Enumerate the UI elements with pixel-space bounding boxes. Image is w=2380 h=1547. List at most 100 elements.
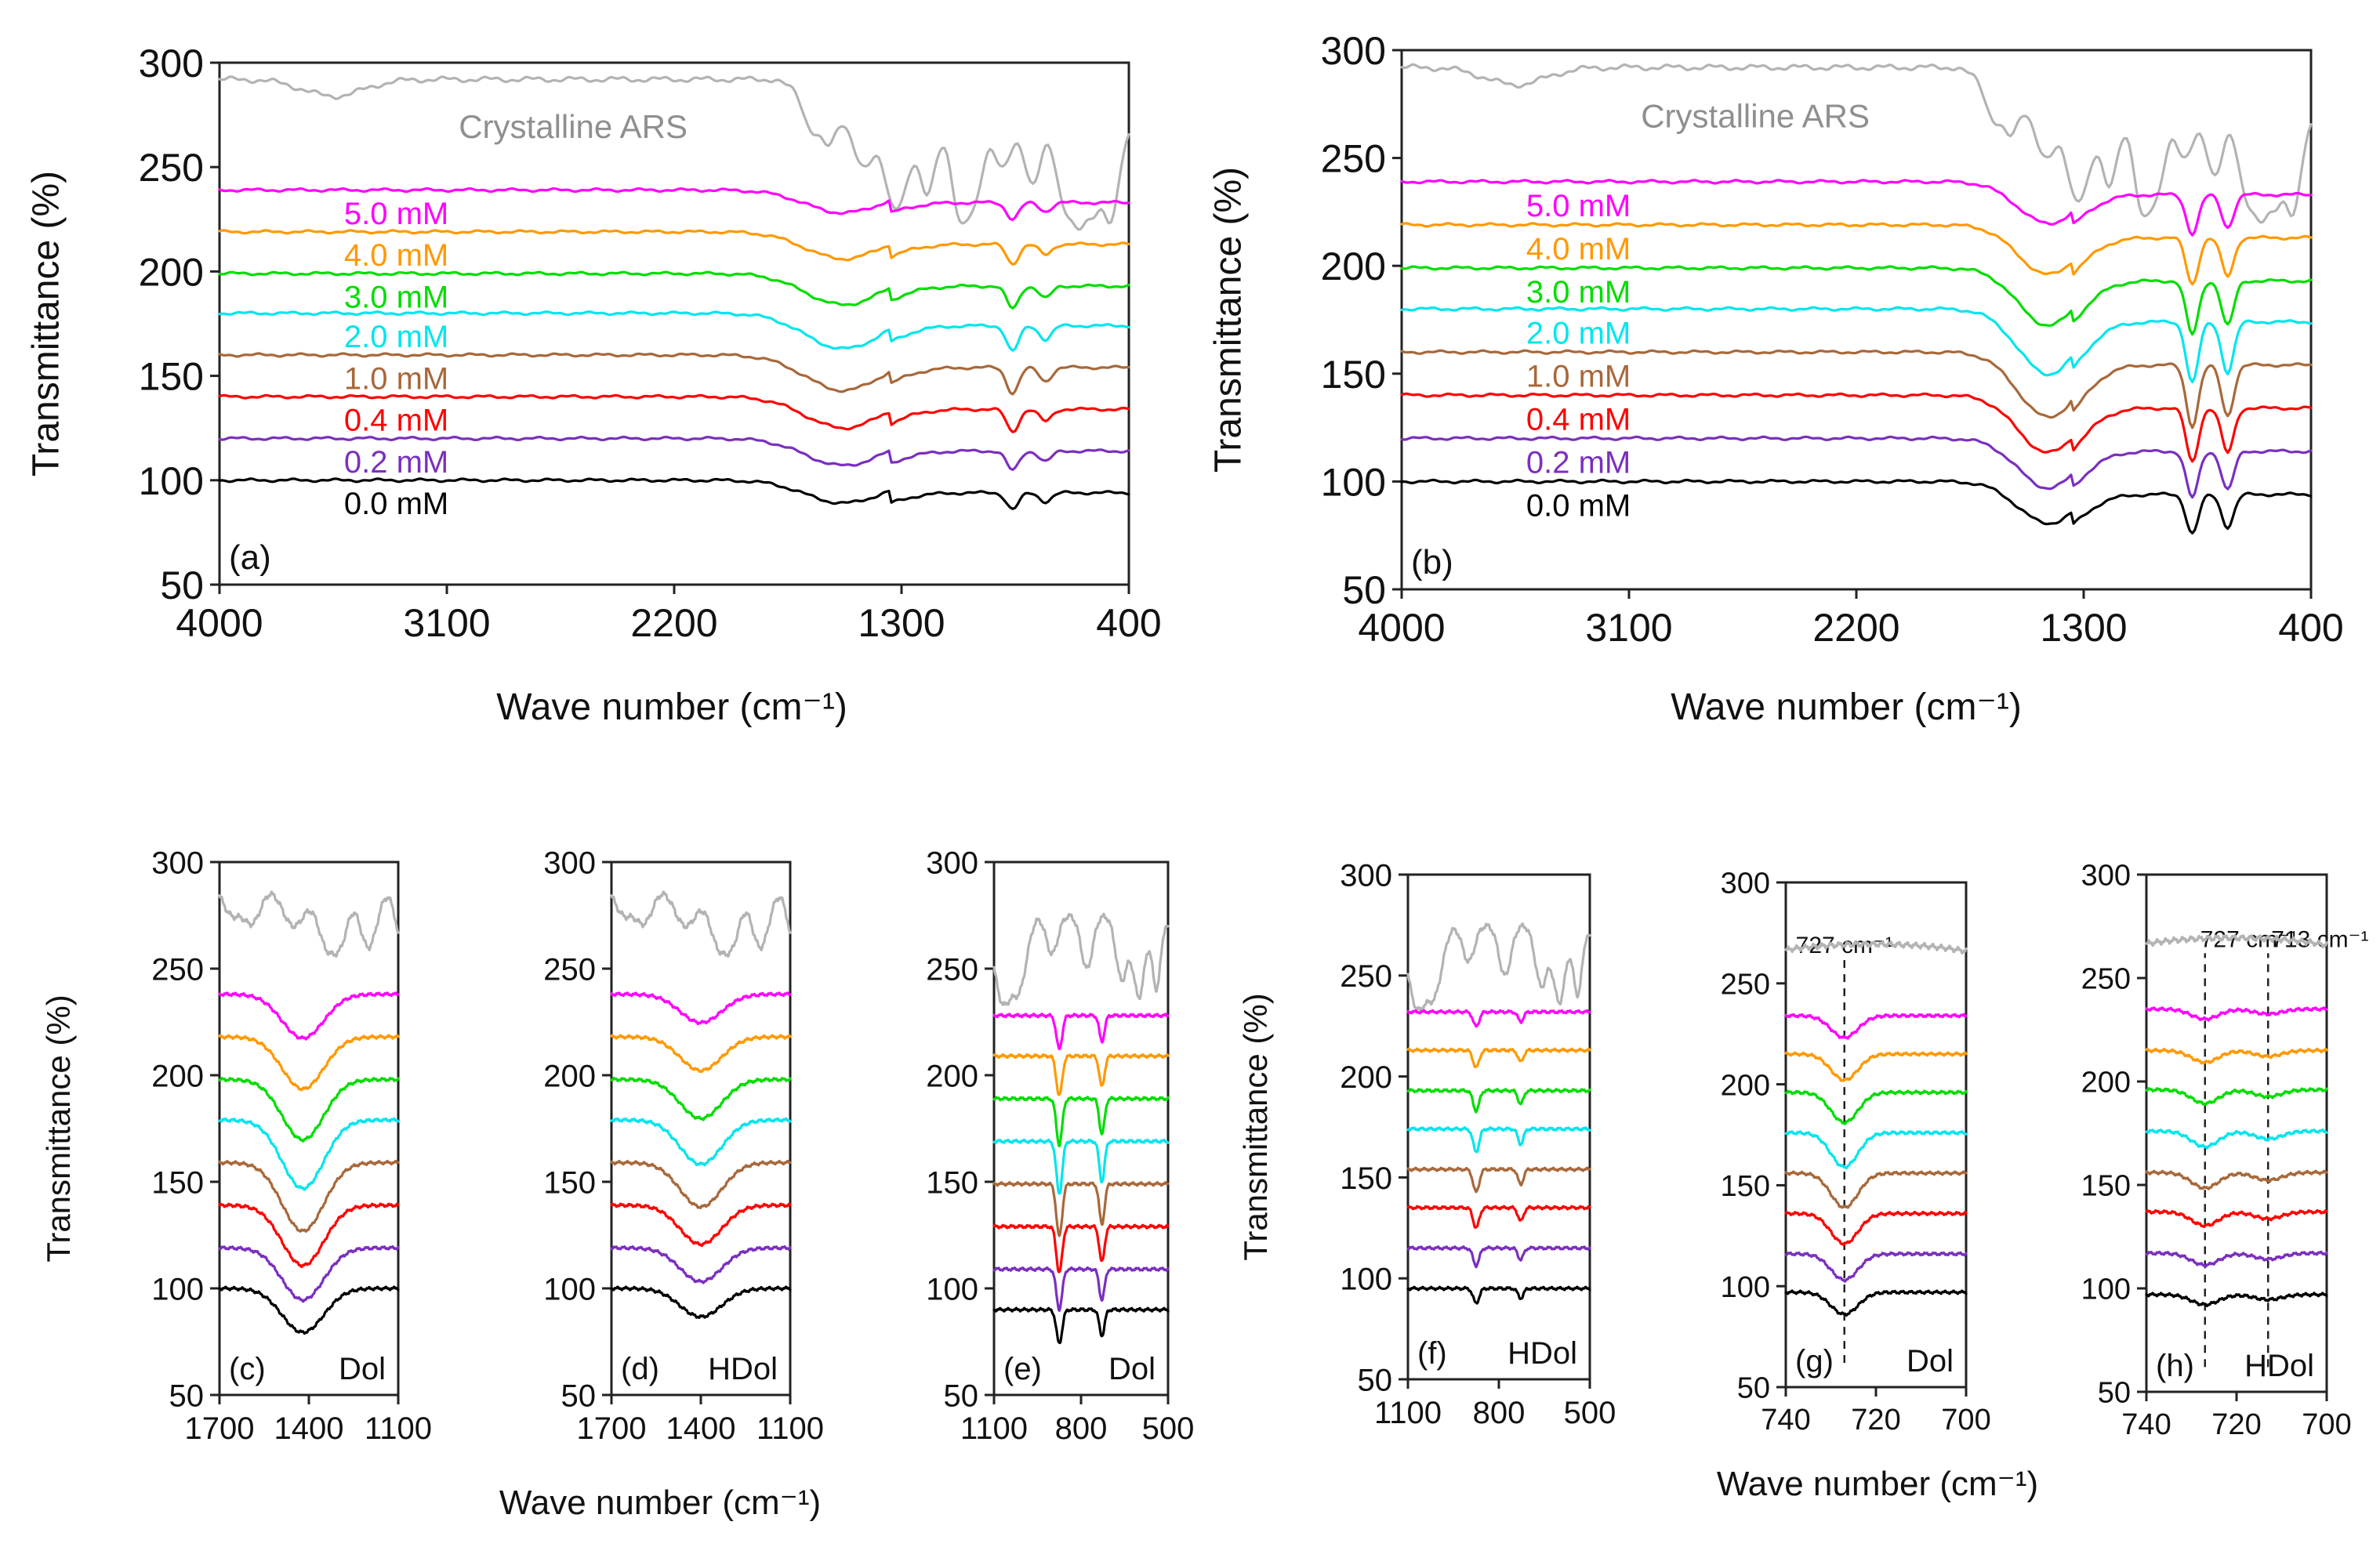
panel-letter: (a) [229,538,271,577]
series-line-10-mm [218,1159,400,1233]
series-line-20-mm [218,1117,400,1191]
x-tick-label: 720 [1851,1404,1900,1436]
legend-label-04-mm: 0.4 mM [1526,403,1631,437]
y-tick-label: 50 [944,1379,979,1413]
series-line-40-mm [1406,1047,1591,1069]
x-tick-label: 400 [2278,606,2343,650]
series-line-04-mm [2145,1208,2328,1228]
legend-label-40-mm: 4.0 mM [1526,232,1631,266]
panel-d: 50 100 150 200 250 300 1700 1400 1100 (d) HDol [543,846,824,1446]
panel-mineral-tag: Dol [1907,1344,1954,1379]
series-line-00-mm [610,1285,792,1319]
series-line-50-mm [1406,1009,1591,1028]
legend-crystalline-ars: Crystalline ARS [1641,98,1870,135]
x-tick-label: 1100 [1374,1396,1442,1430]
series-line-crystalline-ars [992,912,1170,1006]
series-line-crystalline-ars [1406,922,1591,1011]
y-tick-label: 200 [1321,245,1386,288]
series-line-20-mm [992,1138,1170,1195]
series-line-40-mm [1400,222,2313,286]
x-tick-label: 1300 [858,601,945,645]
panel-mineral-tag: HDol [2244,1349,2314,1383]
y-tick-label: 250 [1321,137,1386,181]
y-tick-label: 300 [926,846,978,880]
series-line-50-mm [1400,179,2313,237]
panel-f: 50 100 150 200 250 300 1100 800 500 Transmittance… [1237,858,1616,1430]
series-line-20-mm [218,310,1130,352]
series-line-02-mm [218,1245,400,1303]
y-tick-label: 250 [2081,963,2131,996]
panel-mineral-tag: Dol [1108,1352,1156,1386]
series-line-10-mm [218,352,1130,396]
y-tick-label: 250 [1340,959,1392,994]
y-tick-label: 150 [151,1165,204,1200]
panel-letter: (b) [1411,543,1453,581]
legend-label-40-mm: 4.0 mM [344,238,448,273]
y-tick-label: 50 [1737,1372,1770,1405]
y-axis-label: Transmittance (%) [1237,993,1274,1261]
y-tick-label: 100 [2081,1273,2131,1306]
panel-letter: (e) [1003,1352,1042,1386]
y-tick-label: 250 [139,146,204,190]
x-tick-label: 1100 [756,1411,824,1446]
x-tick-label: 700 [1941,1404,1990,1436]
y-tick-label: 200 [139,250,204,294]
series-line-00-mm [2145,1292,2328,1307]
legend-label-00-mm: 0.0 mM [344,487,448,521]
panel-c: 50 100 150 200 250 300 1700 1400 1100 Transmittan… [40,846,432,1446]
x-axis-label-bottom-right: Wave number (cm⁻¹) [1717,1465,2038,1503]
y-tick-label: 150 [139,355,204,399]
series-line-00-mm [992,1306,1170,1345]
series-line-02-mm [1406,1245,1591,1269]
x-tick-label: 2200 [1812,606,1899,650]
legend-label-20-mm: 2.0 mM [344,320,448,354]
series-line-10-mm [992,1181,1170,1237]
series-line-00-mm [218,1285,400,1335]
x-tick-label: 1300 [2040,606,2127,650]
legend-label-30-mm: 3.0 mM [344,280,448,314]
y-tick-label: 300 [139,42,204,85]
x-tick-label: 800 [1473,1396,1526,1430]
y-tick-label: 100 [139,459,204,503]
series-line-40-mm [1784,1051,1968,1082]
series-line-30-mm [218,270,1130,310]
series-line-04-mm [992,1223,1170,1273]
y-tick-label: 50 [2098,1377,2131,1410]
series-line-02-mm [2145,1250,2328,1268]
series-line-04-mm [1406,1205,1591,1229]
y-tick-label: 300 [1721,868,1770,900]
y-axis-label: Transmittance (%) [26,171,67,476]
legend-label-10-mm: 1.0 mM [344,361,448,396]
legend-label-20-mm: 2.0 mM [1526,317,1631,351]
y-tick-label: 150 [1340,1161,1392,1196]
series-line-02-mm [218,435,1130,471]
series-line-crystalline-ars [218,890,400,958]
series-line-40-mm [218,229,1130,266]
y-tick-label: 200 [151,1059,204,1093]
panel-letter: (d) [621,1352,659,1386]
y-tick-label: 150 [926,1165,978,1200]
panel-letter: (h) [2156,1349,2194,1383]
y-axis-label: Transmittance (%) [40,994,77,1263]
y-tick-label: 300 [2081,860,2131,893]
y-tick-label: 200 [926,1059,978,1093]
y-tick-label: 200 [1721,1069,1770,1102]
y-tick-label: 300 [543,846,596,880]
panel-mineral-tag: HDol [1507,1336,1577,1371]
series-line-02-mm [1400,435,2313,499]
y-tick-label: 300 [1321,29,1386,73]
series-line-30-mm [1784,1089,1968,1125]
y-tick-label: 250 [543,952,596,987]
series-line-50-mm [1784,1013,1968,1040]
series-line-04-mm [218,393,1130,433]
series-line-10-mm [610,1159,792,1209]
y-tick-label: 200 [2081,1067,2131,1100]
series-line-30-mm [2145,1087,2328,1107]
y-tick-label: 100 [543,1272,596,1306]
y-tick-label: 50 [1342,568,1386,612]
panel-letter: (c) [229,1352,266,1386]
series-line-50-mm [992,1013,1170,1051]
x-tick-label: 3100 [403,601,490,645]
